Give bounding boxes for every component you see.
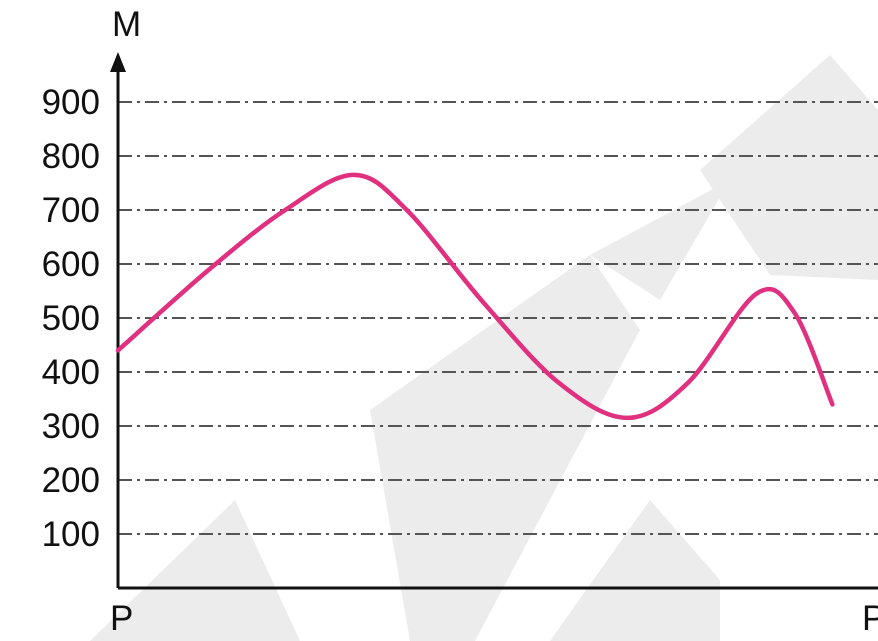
y-axis-label: M xyxy=(112,5,141,44)
series-line xyxy=(115,172,835,421)
y-tick-label: 600 xyxy=(42,245,100,284)
y-tick-labels: 100 200 300 400 500 600 700 800 900 xyxy=(42,83,100,554)
y-axis-arrow xyxy=(110,52,126,72)
watermark xyxy=(90,55,878,641)
x-axis-start-label: P xyxy=(110,599,133,638)
y-tick-label: 500 xyxy=(42,299,100,338)
y-tick-label: 900 xyxy=(42,83,100,122)
y-tick-label: 800 xyxy=(42,137,100,176)
y-tick-label: 100 xyxy=(42,515,100,554)
y-tick-label: 300 xyxy=(42,407,100,446)
y-tick-label: 400 xyxy=(42,353,100,392)
y-tick-label: 700 xyxy=(42,191,100,230)
y-tick-label: 200 xyxy=(42,461,100,500)
x-axis-end-label: P xyxy=(862,599,878,638)
